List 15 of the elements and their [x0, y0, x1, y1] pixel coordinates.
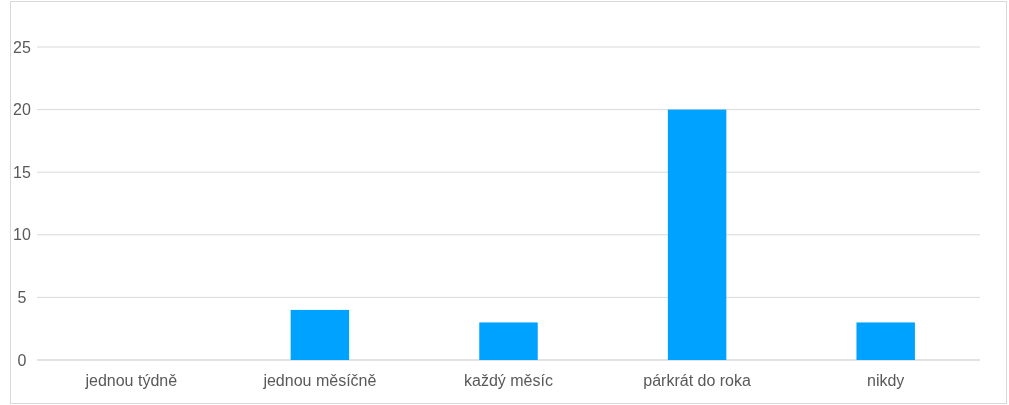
- y-tick-label: 10: [13, 226, 31, 244]
- bar: [667, 109, 727, 360]
- y-tick-label: 20: [13, 101, 31, 119]
- y-tick-label: 25: [13, 38, 31, 56]
- bar: [479, 322, 538, 360]
- x-tick-label: každý měsíc: [464, 372, 553, 389]
- y-tick-label: 5: [17, 289, 27, 306]
- bar: [856, 322, 915, 360]
- x-tick-label: jednou týdně: [84, 372, 178, 389]
- x-tick-label: jednou měsíčně: [262, 372, 377, 389]
- y-tick-label: 15: [13, 163, 31, 181]
- bar: [290, 309, 350, 360]
- y-tick-label: 0: [17, 351, 27, 369]
- x-tick-label: párkrát do roka: [643, 372, 752, 389]
- x-tick-label: nikdy: [867, 372, 905, 389]
